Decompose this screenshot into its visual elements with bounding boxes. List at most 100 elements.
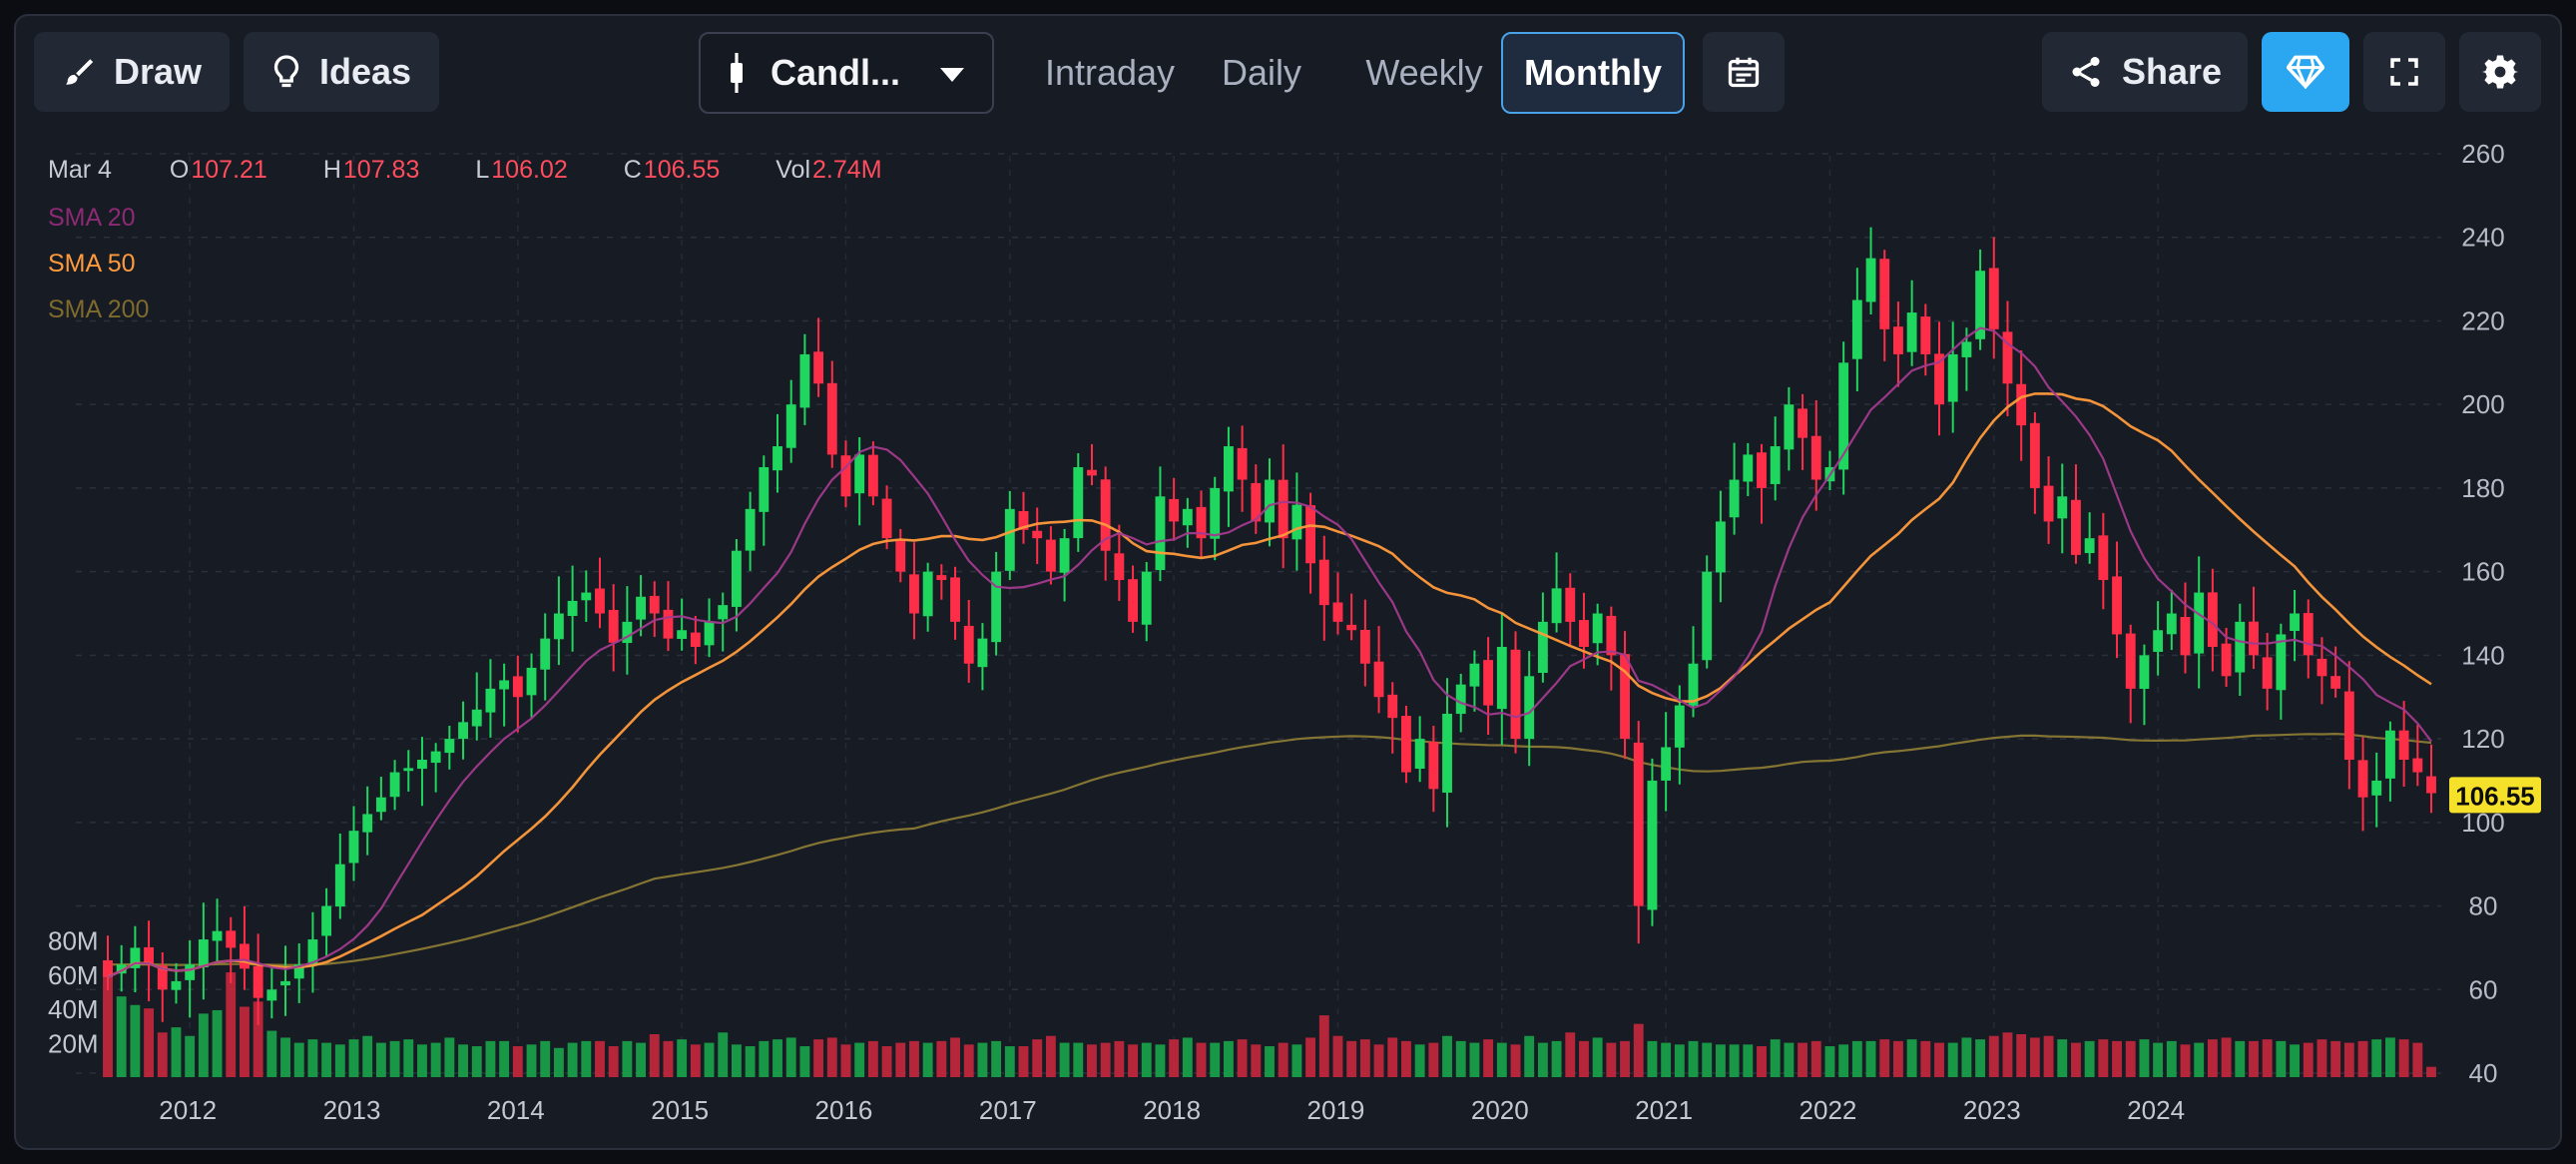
- candle-body: [745, 508, 756, 551]
- volume-bar: [663, 1040, 674, 1077]
- candle-body: [2398, 730, 2409, 761]
- volume-bar: [321, 1042, 332, 1077]
- candle-body: [595, 588, 605, 614]
- candle-body: [2276, 634, 2287, 691]
- candle-body: [1455, 684, 1466, 715]
- time-tick-label: 2012: [159, 1095, 217, 1125]
- share-icon: [2072, 57, 2100, 87]
- volume-bar: [389, 1040, 400, 1077]
- sma20-path: [107, 326, 2432, 978]
- volume-bar: [991, 1040, 1002, 1077]
- tab-intraday[interactable]: Intraday: [1044, 52, 1176, 93]
- chart-type-select[interactable]: Candl...: [699, 32, 994, 114]
- volume-bar: [362, 1035, 373, 1077]
- candle-body: [2262, 657, 2273, 689]
- volume-bar: [526, 1044, 537, 1077]
- volume-bar: [2043, 1035, 2054, 1077]
- candle-body: [266, 989, 277, 1001]
- candle-body: [526, 667, 537, 696]
- volume-bar: [1702, 1042, 1713, 1077]
- candle-body: [334, 864, 345, 907]
- volume-label: Vol: [775, 156, 811, 184]
- candle-body: [1318, 559, 1329, 606]
- candle-body: [1128, 579, 1138, 622]
- tab-weekly[interactable]: Weekly: [1365, 52, 1483, 93]
- settings-button[interactable]: [2459, 32, 2541, 112]
- draw-button[interactable]: Draw: [34, 32, 230, 112]
- volume-bar: [826, 1037, 837, 1077]
- candle-body: [458, 722, 468, 740]
- candle-body: [2303, 613, 2314, 656]
- volume-bar: [212, 1009, 223, 1077]
- candle-body: [1810, 435, 1821, 480]
- candle-body: [1265, 479, 1275, 523]
- candle-body: [2357, 760, 2368, 798]
- fullscreen-button[interactable]: [2363, 32, 2445, 112]
- volume-bar: [1196, 1042, 1207, 1077]
- volume-bar: [1373, 1044, 1384, 1077]
- candle-body: [1032, 530, 1043, 539]
- volume-bar: [1824, 1046, 1835, 1077]
- candle-body: [1524, 676, 1535, 740]
- volume-bar: [1032, 1039, 1043, 1077]
- premium-button[interactable]: [2262, 32, 2349, 112]
- tab-monthly[interactable]: Monthly: [1501, 32, 1685, 114]
- candle-body: [1237, 447, 1248, 480]
- candle-body: [2412, 758, 2423, 773]
- candle-body: [936, 575, 947, 581]
- tab-daily[interactable]: Daily: [1221, 52, 1301, 93]
- candle-body: [840, 455, 851, 497]
- candle-body: [1510, 649, 1521, 740]
- sma50-legend[interactable]: SMA 50: [48, 250, 136, 278]
- ideas-button[interactable]: Ideas: [244, 32, 439, 112]
- price-tick-label: 60: [2469, 974, 2498, 1004]
- volume-bar: [1278, 1042, 1288, 1077]
- volume-bar: [1169, 1039, 1180, 1077]
- candle-body: [2016, 383, 2027, 426]
- candle-body: [1838, 362, 1849, 470]
- volume-bars: [103, 966, 2436, 1077]
- candle-body: [1934, 353, 1944, 405]
- price-tick-label: 120: [2461, 724, 2504, 754]
- volume-bar: [2371, 1039, 2382, 1077]
- candle-body: [226, 930, 237, 948]
- calendar-icon: [1728, 57, 1760, 88]
- volume-bar: [1442, 1035, 1452, 1077]
- candle-body: [1674, 705, 1685, 748]
- candle-body: [690, 632, 701, 647]
- candle-body: [293, 964, 304, 979]
- candle-body: [2371, 780, 2382, 796]
- sma20-legend[interactable]: SMA 20: [48, 204, 136, 232]
- volume-bar: [1988, 1035, 1999, 1077]
- sma200-legend[interactable]: SMA 200: [48, 295, 150, 323]
- candle-body: [2249, 621, 2259, 656]
- volume-bar: [185, 1035, 196, 1077]
- candle-body: [389, 772, 400, 798]
- calendar-button[interactable]: [1703, 32, 1785, 112]
- candle-body: [1920, 316, 1931, 354]
- volume-bar: [307, 1039, 318, 1077]
- candle-body: [280, 980, 290, 986]
- volume-bar: [1784, 1042, 1795, 1077]
- candle-body: [1373, 661, 1384, 698]
- candle-body: [2235, 621, 2246, 673]
- candle-body: [950, 577, 960, 622]
- candle-body: [1251, 482, 1262, 522]
- volume-bar: [608, 1046, 619, 1077]
- volume-bar: [704, 1042, 715, 1077]
- candle-body: [1155, 496, 1166, 571]
- candle-body: [1018, 511, 1029, 530]
- candle-body: [1579, 620, 1589, 647]
- volume-bar: [1223, 1040, 1234, 1077]
- candle-body: [1414, 739, 1425, 769]
- share-button[interactable]: Share: [2042, 32, 2248, 112]
- volume-bar: [2330, 1040, 2341, 1077]
- candle-body: [444, 739, 455, 754]
- candle-body: [1004, 508, 1015, 571]
- draw-label: Draw: [113, 51, 203, 92]
- volume-bar: [471, 1046, 482, 1077]
- candle-body: [1633, 742, 1644, 906]
- volume-bar: [2249, 1040, 2259, 1077]
